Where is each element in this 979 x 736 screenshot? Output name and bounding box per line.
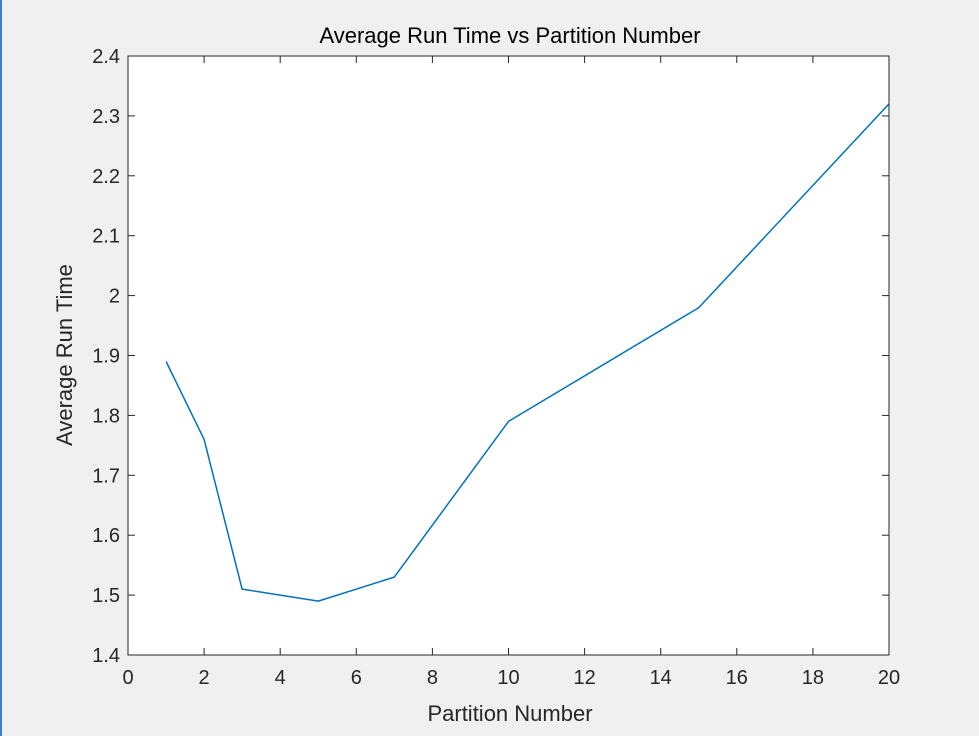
series-line: [165, 103, 890, 602]
x-tick-label: 20: [878, 667, 900, 689]
x-tick-label: 6: [351, 667, 362, 689]
y-tick-label: 1.4: [92, 645, 120, 667]
x-tick-label: 14: [650, 667, 672, 689]
x-tick-label: 18: [802, 667, 824, 689]
y-tick-label: 1.8: [92, 405, 120, 427]
x-tick-label: 4: [275, 667, 286, 689]
x-axis-label: Partition Number: [427, 701, 592, 726]
y-tick-label: 2.3: [92, 106, 120, 128]
y-tick-label: 1.9: [92, 346, 120, 368]
tick-labels-layer: 0 2 4 6 8 10 12 14 16 18 20 1.4 1.5 1.6 1.7 1.8 1.9 2 2.1 2…: [92, 46, 900, 689]
y-axis-label: Average Run Time: [52, 264, 77, 446]
x-tick-label: 12: [573, 667, 595, 689]
x-tick-label: 0: [122, 667, 133, 689]
x-tick-label: 2: [199, 667, 210, 689]
y-tick-label: 2.4: [92, 46, 120, 68]
x-tick-label: 8: [427, 667, 438, 689]
y-tick-label: 1.7: [92, 465, 120, 487]
x-tick-label: 16: [726, 667, 748, 689]
series-layer: [165, 103, 890, 602]
axes-box: [127, 55, 890, 656]
y-tick-label: 1.6: [92, 525, 120, 547]
y-tick-label: 2: [109, 286, 120, 308]
y-tick-label: 2.2: [92, 166, 120, 188]
plot-area: [128, 56, 889, 655]
chart-title: Average Run Time vs Partition Number: [319, 23, 700, 48]
x-tick-label: 10: [497, 667, 519, 689]
y-tick-label: 2.1: [92, 226, 120, 248]
y-tick-label: 1.5: [92, 585, 120, 607]
